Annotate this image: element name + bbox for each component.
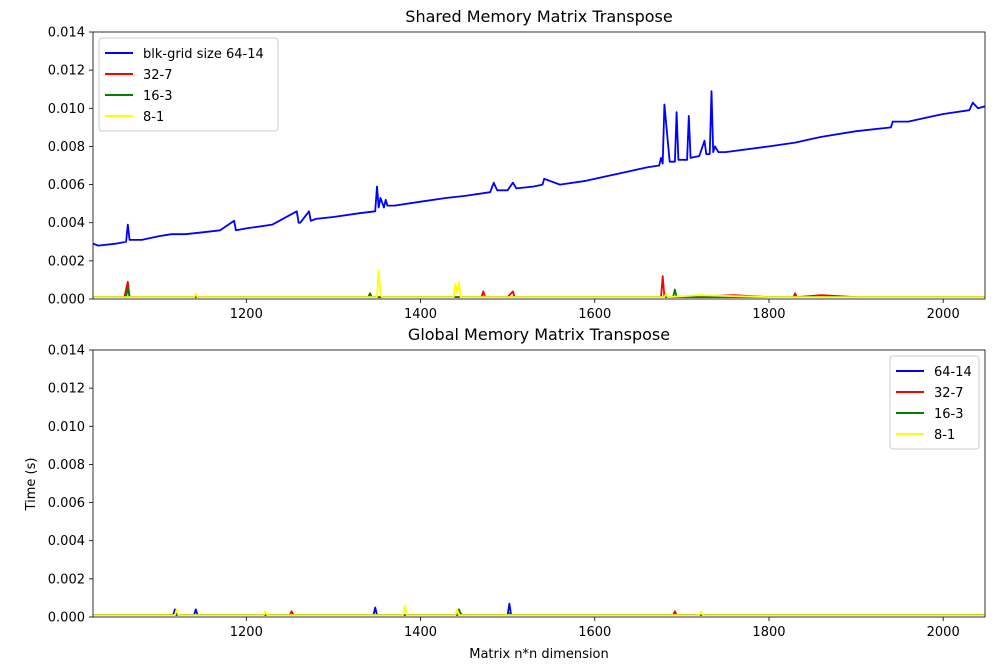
chart-global-memory: Global Memory Matrix Transpose 0.0000.00…: [24, 325, 986, 662]
y-tick-label: 0.004: [48, 216, 85, 231]
series-line: [93, 275, 985, 299]
legend: blk-grid size 64-14 32-7 16-3 8-1: [98, 37, 279, 132]
legend-label: blk-grid size 64-14: [143, 47, 264, 62]
series-lines: [92, 90, 986, 299]
legend-box: [98, 37, 279, 132]
chart-title: Shared Memory Matrix Transpose: [405, 7, 672, 26]
series-line: [93, 286, 985, 299]
legend-label: 8-1: [934, 428, 955, 443]
y-tick-label: 0.014: [48, 26, 85, 41]
legend-label: 16-3: [934, 407, 964, 422]
legend: 64-14 32-7 16-3 8-1: [889, 355, 980, 450]
axis-ticks: 0.000 0.002 0.004 0.006 0.008 0.010 0.012 0.014…: [48, 26, 960, 323]
legend-label: 32-7: [934, 386, 964, 401]
y-tick-label: 0.014: [48, 344, 85, 359]
y-tick-label: 0.002: [48, 572, 85, 587]
x-tick-label: 1200: [230, 625, 263, 640]
x-axis-label: Matrix n*n dimension: [469, 647, 609, 662]
y-tick-label: 0.010: [48, 102, 85, 117]
y-tick-label: 0.008: [48, 458, 85, 473]
y-tick-label: 0.012: [48, 382, 85, 397]
x-tick-label: 1400: [404, 625, 437, 640]
legend-box: [889, 355, 980, 450]
y-tick-label: 0.008: [48, 140, 85, 155]
y-tick-label: 0.004: [48, 534, 85, 549]
x-tick-label: 1600: [578, 625, 611, 640]
x-tick-label: 1400: [404, 307, 437, 322]
legend-label: 16-3: [143, 89, 173, 104]
chart-title: Global Memory Matrix Transpose: [408, 325, 670, 344]
x-tick-label: 2000: [927, 307, 960, 322]
y-tick-label: 0.010: [48, 420, 85, 435]
x-tick-label: 1200: [230, 307, 263, 322]
plot-frame: [92, 349, 986, 618]
y-tick-label: 0.006: [48, 178, 85, 193]
legend-label: 8-1: [143, 110, 164, 125]
chart-shared-memory: Shared Memory Matrix Transpose 0.0000.00…: [48, 7, 986, 323]
y-tick-label: 0.012: [48, 64, 85, 79]
x-tick-label: 1800: [752, 625, 785, 640]
y-axis-label: Time (s): [24, 458, 39, 512]
series-lines: [93, 602, 985, 616]
x-tick-label: 1800: [752, 307, 785, 322]
series-line: [93, 604, 985, 616]
series-line: [93, 269, 985, 299]
legend-label: 32-7: [143, 68, 173, 83]
y-tick-label: 0.000: [48, 611, 85, 626]
legend-label: 64-14: [934, 365, 972, 380]
x-tick-label: 2000: [927, 625, 960, 640]
series-line: [93, 602, 985, 616]
series-line: [92, 90, 986, 247]
axis-ticks: 0.000 0.002 0.004 0.006 0.008 0.010 0.012 0.014…: [48, 344, 960, 641]
x-tick-label: 1600: [578, 307, 611, 322]
plot-frame: [92, 31, 986, 300]
y-tick-label: 0.002: [48, 254, 85, 269]
y-tick-label: 0.006: [48, 496, 85, 511]
y-tick-label: 0.000: [48, 293, 85, 308]
